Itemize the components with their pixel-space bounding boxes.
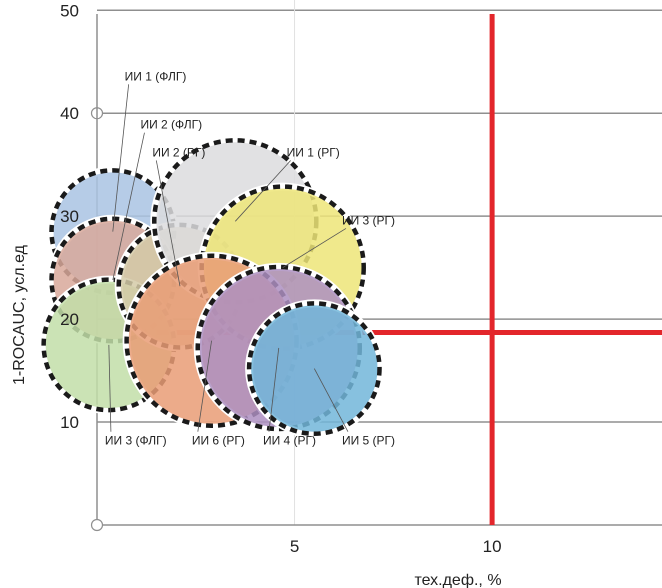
bubble-label: ИИ 1 (ФЛГ) xyxy=(125,69,187,83)
tick-labels: 10 20 30 40 50 5 10 xyxy=(60,1,501,556)
annotation-leader xyxy=(197,340,212,432)
bubble-label: ИИ 2 (РГ) xyxy=(152,145,205,159)
x-tick-label: 10 xyxy=(483,537,502,556)
annotation-leader xyxy=(234,160,291,222)
bubble-label: ИИ 5 (РГ) xyxy=(342,434,395,448)
y-tick-label: 40 xyxy=(60,104,79,123)
bubbles xyxy=(39,136,384,438)
annotation-leader xyxy=(108,344,112,432)
annotation-leader xyxy=(268,347,280,432)
x-axis-title: тех.деф., % xyxy=(414,572,501,588)
annotation-leader xyxy=(112,132,145,281)
annotation-leader xyxy=(112,84,130,232)
y-tick-label: 50 xyxy=(60,1,79,20)
annotation-leader xyxy=(282,228,347,268)
bubble-label: ИИ 4 (РГ) xyxy=(263,434,316,448)
annotation-leader xyxy=(313,368,349,432)
origin-marker xyxy=(90,518,104,532)
y-tick-label: 10 xyxy=(60,413,79,432)
bubble-dashed-outline xyxy=(246,301,382,436)
bubble-label: ИИ 2 (ФЛГ) xyxy=(140,118,202,132)
bubble-label: ИИ 1 (РГ) xyxy=(287,145,340,159)
y-axis-title: 1-ROCAUC, усл.ед xyxy=(11,244,28,385)
bubble-annotations: ИИ 1 (ФЛГ) ИИ 2 (ФЛГ) ИИ 3 (ФЛГ) ИИ 2 (РГ) И… xyxy=(105,69,395,447)
bubble-label: ИИ 3 (РГ) xyxy=(342,213,395,227)
bubble-label: ИИ 6 (РГ) xyxy=(192,434,245,448)
y-tick-label: 20 xyxy=(60,310,79,329)
bubble-label: ИИ 3 (ФЛГ) xyxy=(105,434,167,448)
x-tick-label: 5 xyxy=(290,537,299,556)
y-tick-label: 30 xyxy=(60,207,79,226)
annotation-leader xyxy=(155,160,181,287)
